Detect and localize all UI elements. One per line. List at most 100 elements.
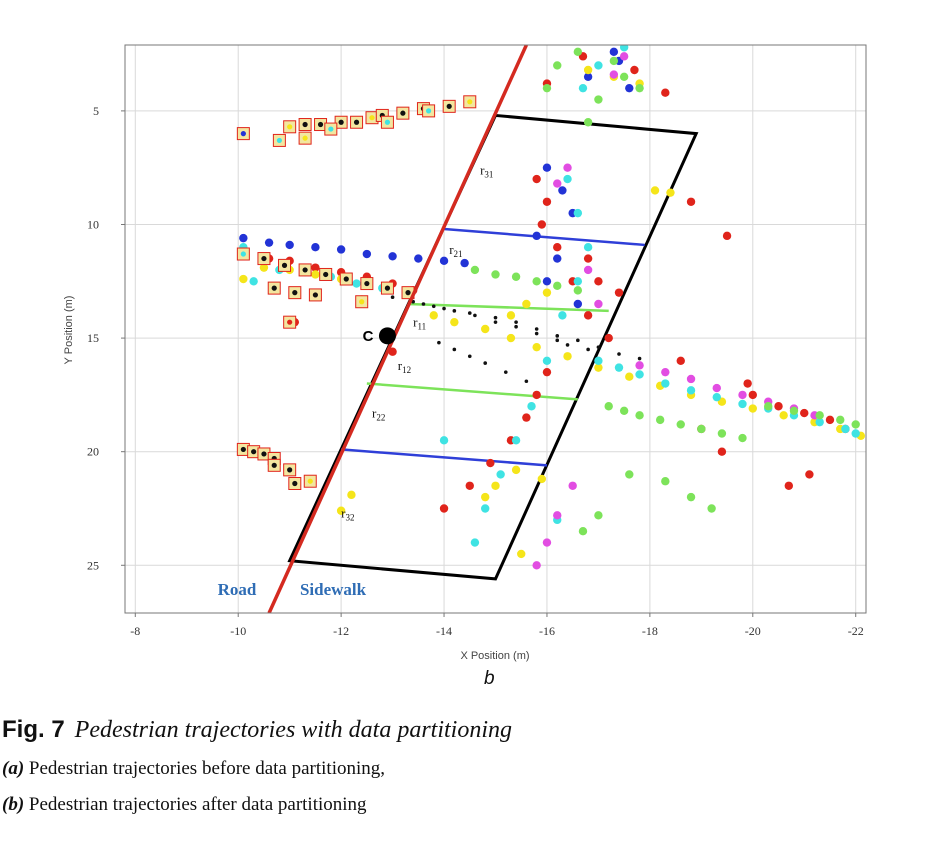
trajectory-point (722, 231, 732, 241)
trajectory-point (661, 88, 670, 97)
trajectory-point (542, 197, 552, 206)
trajectory-point (661, 477, 670, 486)
trajectory-point (851, 429, 860, 438)
trajectory-point (336, 245, 346, 254)
trajectory-point (594, 363, 603, 372)
trajectory-point (558, 311, 567, 320)
square-marker-dot (317, 121, 324, 128)
square-marker-dot (359, 299, 365, 305)
trajectory-point (800, 408, 809, 418)
square-marker-dot (307, 478, 313, 484)
trajectory-point (390, 295, 395, 299)
trajectory-point (619, 52, 629, 61)
trajectory-point (467, 354, 472, 359)
trajectory-point (650, 186, 660, 195)
trajectory-point (542, 277, 552, 286)
trajectory-point (553, 179, 562, 188)
trajectory-point (514, 324, 518, 329)
trajectory-point (594, 299, 603, 309)
trajectory-point (625, 470, 634, 479)
trajectory-point (717, 429, 727, 438)
trajectory-point (311, 263, 320, 272)
square-marker-dot (467, 99, 473, 105)
square-marker-dot (302, 121, 308, 128)
trajectory-point (555, 334, 560, 338)
square-marker-dot (364, 280, 370, 287)
y-tick-label: 15 (87, 331, 99, 345)
trajectory-point (473, 313, 477, 318)
plot-background (125, 45, 866, 613)
trajectory-point (534, 331, 539, 336)
trajectory-point (537, 220, 547, 229)
trajectory-point (779, 411, 788, 420)
trajectory-point (442, 306, 446, 311)
trajectory-point (553, 243, 562, 252)
trajectory-point (506, 311, 516, 320)
trajectory-point (676, 356, 685, 366)
trajectory-point (264, 238, 274, 247)
trajectory-point (686, 374, 696, 384)
partition-line (407, 302, 609, 313)
trajectory-point (583, 65, 593, 75)
trajectory-point (534, 327, 539, 331)
y-axis-label: Y Position (m) (63, 296, 75, 365)
square-marker-dot (302, 135, 308, 141)
x-tick-label: -10 (230, 624, 246, 638)
square-marker-dot (271, 462, 277, 468)
trajectory-point (583, 243, 593, 252)
trajectory-point (239, 274, 248, 284)
trajectory-point (686, 492, 696, 502)
trajectory-point (594, 61, 603, 70)
square-marker-dot (312, 292, 318, 298)
trajectory-point (522, 413, 531, 422)
trajectory-point (563, 352, 572, 361)
trajectory-point (676, 420, 685, 429)
trajectory-point (414, 254, 423, 263)
trajectory-point (522, 299, 531, 309)
trajectory-point (347, 490, 356, 500)
trajectory-point (437, 340, 441, 345)
square-marker-dot (261, 255, 267, 262)
trajectory-point (553, 254, 562, 263)
caption-b-label: (b) (2, 794, 25, 815)
square-marker-dot (292, 480, 298, 487)
caption-b-text: Pedestrian trajectories after data parti… (28, 794, 367, 815)
trajectory-point (583, 254, 593, 263)
axis-ticks: -8 -10 -12 -14 -16 -18 -20 -22 5 10 15 20 25 (87, 104, 864, 638)
trajectory-point (576, 338, 580, 343)
trajectory-point (586, 347, 590, 352)
trajectory-point (594, 95, 603, 104)
x-tick-label: -16 (539, 624, 555, 638)
region-label-subscript: 12 (402, 365, 411, 375)
trajectory-point (537, 474, 547, 484)
square-marker-dot (240, 446, 246, 453)
figure-title: Pedestrian trajectories with data partit… (74, 717, 512, 743)
trajectory-point (764, 402, 773, 411)
trajectory-point (514, 320, 518, 324)
trajectory-point (614, 363, 624, 372)
trajectory-point (493, 320, 498, 324)
trajectory-point (532, 231, 541, 241)
caption-a-label: (a) (2, 758, 25, 779)
trajectory-point (697, 424, 706, 434)
trajectory-point (452, 347, 457, 352)
partition-line (366, 382, 578, 401)
trajectory-point (661, 367, 670, 377)
trajectory-point (511, 465, 521, 475)
square-marker-dot (271, 285, 277, 291)
trajectory-point (532, 561, 541, 570)
trajectory-point (460, 258, 469, 268)
y-tick-label: 20 (87, 445, 99, 459)
trajectory-point (470, 265, 480, 275)
trajectory-point (578, 527, 588, 536)
y-tick-label: 25 (87, 558, 99, 572)
trajectory-point (467, 311, 472, 315)
plot-frame (124, 44, 867, 614)
trajectory-point (707, 504, 716, 513)
trajectory-point (630, 65, 639, 75)
trajectory-point (483, 361, 488, 365)
square-marker-dot (405, 290, 411, 296)
square-marker-dot (287, 319, 293, 325)
trajectory-point (609, 56, 619, 66)
